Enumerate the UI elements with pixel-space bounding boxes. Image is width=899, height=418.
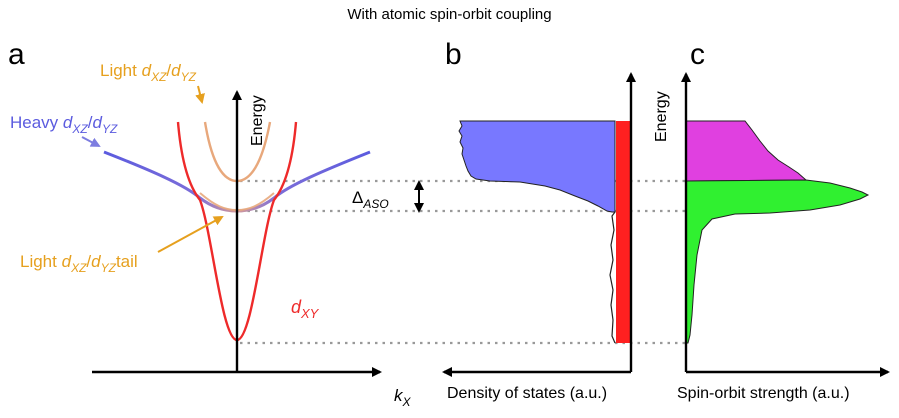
energy-axis-a-label: Energy bbox=[249, 95, 266, 146]
figure-title: With atomic spin-orbit coupling bbox=[347, 6, 552, 23]
light-tail-arrow bbox=[157, 216, 224, 253]
soc-axis-label: Spin-orbit strength (a.u.) bbox=[677, 385, 850, 402]
panel-a: Energy kX Light dXZ/dYZ Heavy dXZ/dYZ Li… bbox=[10, 61, 424, 409]
soc-upper-region bbox=[685, 120, 808, 182]
dos-fill-area bbox=[458, 120, 616, 213]
panel-a-letter: a bbox=[8, 38, 25, 71]
light-tail-label: Light dXZ/dYZtail bbox=[20, 252, 138, 275]
panel-c-letter: c bbox=[690, 38, 705, 71]
panel-b-letter: b bbox=[445, 38, 462, 71]
heavy-band-label: Heavy dXZ/dYZ bbox=[10, 113, 118, 136]
gap-label: ΔASO bbox=[352, 188, 389, 211]
dos-axis-label: Density of states (a.u.) bbox=[447, 385, 607, 402]
kx-axis-label: kX bbox=[394, 386, 412, 409]
panel-b: Density of states (a.u.) bbox=[442, 72, 636, 402]
heavy-band-left bbox=[103, 150, 238, 213]
panel-c: Energy Spin-orbit strength (a.u.) bbox=[653, 72, 890, 402]
light-band-arrow bbox=[195, 85, 205, 104]
light-band-label: Light dXZ/dYZ bbox=[100, 61, 197, 84]
dos-lower-edge bbox=[609, 211, 616, 344]
heavy-band-arrow bbox=[81, 136, 101, 147]
soc-lower-region bbox=[685, 179, 870, 344]
dxy-dos-bar bbox=[616, 121, 630, 343]
energy-axis-c-label: Energy bbox=[653, 91, 670, 142]
dxy-label: dXY bbox=[291, 297, 320, 321]
